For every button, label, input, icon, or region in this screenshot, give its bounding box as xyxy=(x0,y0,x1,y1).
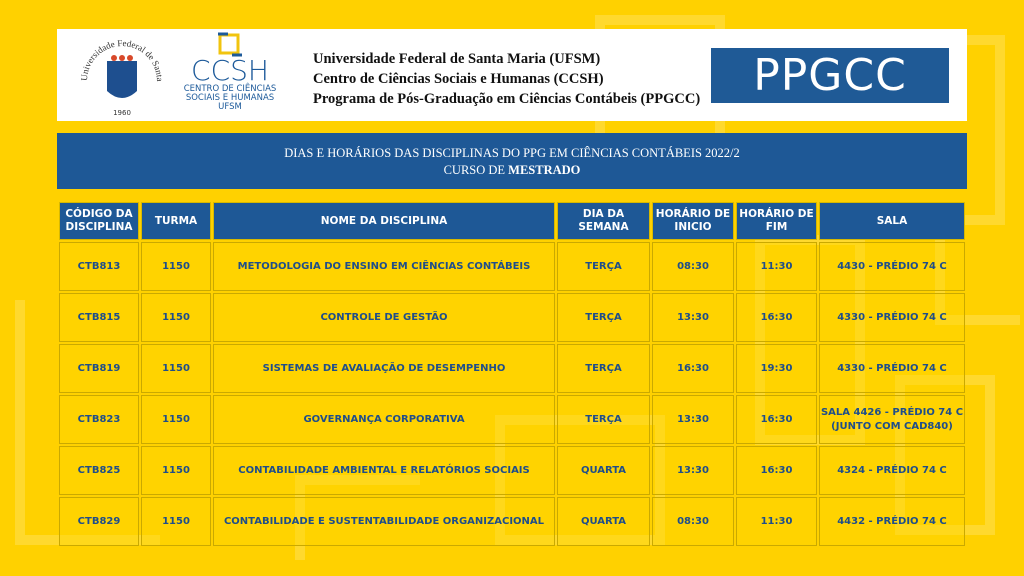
ccsh-subtitle: CENTRO DE CIÊNCIAS xyxy=(183,84,277,94)
cell-start-time: 08:30 xyxy=(652,242,734,291)
cell-course-name: CONTABILIDADE E SUSTENTABILIDADE ORGANIZ… xyxy=(213,497,555,546)
header-course-name: NOME DA DISCIPLINA xyxy=(213,202,555,240)
cell-class: 1150 xyxy=(141,395,211,444)
cell-end-time: 16:30 xyxy=(736,395,817,444)
cell-course-code: CTB815 xyxy=(59,293,139,342)
cell-course-name: SISTEMAS DE AVALIAÇÃO DE DESEMPENHO xyxy=(213,344,555,393)
header-weekday: DIA DA SEMANA xyxy=(557,202,650,240)
cell-room: SALA 4426 - PRÉDIO 74 C (JUNTO COM CAD84… xyxy=(819,395,965,444)
program-name: Programa de Pós-Graduação em Ciências Co… xyxy=(313,91,701,107)
table-header-row: CÓDIGO DA DISCIPLINA TURMA NOME DA DISCIPL… xyxy=(59,202,965,240)
cell-end-time: 16:30 xyxy=(736,293,817,342)
cell-class: 1150 xyxy=(141,446,211,495)
cell-course-name: GOVERNANÇA CORPORATIVA xyxy=(213,395,555,444)
svg-text:1960: 1960 xyxy=(113,109,131,117)
cell-course-name: METODOLOGIA DO ENSINO EM CIÊNCIAS CONTÁB… xyxy=(213,242,555,291)
center-name: Centro de Ciências Sociais e Humanas (CC… xyxy=(313,71,604,87)
cell-end-time: 11:30 xyxy=(736,497,817,546)
cell-end-time: 16:30 xyxy=(736,446,817,495)
header-logos: Universidade Federal de Santa Maria 1960… xyxy=(57,29,967,121)
ufsm-seal-logo: Universidade Federal de Santa Maria 1960 xyxy=(77,31,165,117)
cell-course-code: CTB819 xyxy=(59,344,139,393)
header-start-time: HORÁRIO DE INICIO xyxy=(652,202,734,240)
cell-class: 1150 xyxy=(141,497,211,546)
ccsh-logo: CCSH CENTRO DE CIÊNCIAS SOCIAIS E HUMANA… xyxy=(175,31,285,119)
cell-course-code: CTB825 xyxy=(59,446,139,495)
cell-room: 4330 - PRÉDIO 74 C xyxy=(819,293,965,342)
cell-end-time: 19:30 xyxy=(736,344,817,393)
page-title: DIAS E HORÁRIOS DAS DISCIPLINAS DO PPG E… xyxy=(284,146,740,160)
header-room: SALA xyxy=(819,202,965,240)
table-row: CTB825 1150 CONTABILIDADE AMBIENTAL E RELA… xyxy=(59,446,965,495)
table-row: CTB819 1150 SISTEMAS DE AVALIAÇÃO DE DESEM… xyxy=(59,344,965,393)
cell-course-code: CTB829 xyxy=(59,497,139,546)
schedule-table: CÓDIGO DA DISCIPLINA TURMA NOME DA DISCIPL… xyxy=(57,200,967,548)
subtitle-prefix: CURSO DE xyxy=(443,163,509,177)
cell-weekday: TERÇA xyxy=(557,344,650,393)
table-row: CTB815 1150 CONTROLE DE GESTÃO TERÇA 13:30 16… xyxy=(59,293,965,342)
cell-start-time: 08:30 xyxy=(652,497,734,546)
institution-lines: Universidade Federal de Santa Maria (UFS… xyxy=(313,49,700,109)
cell-start-time: 16:30 xyxy=(652,344,734,393)
cell-end-time: 11:30 xyxy=(736,242,817,291)
title-banner: DIAS E HORÁRIOS DAS DISCIPLINAS DO PPG E… xyxy=(57,133,967,189)
cell-class: 1150 xyxy=(141,344,211,393)
cell-weekday: QUARTA xyxy=(557,446,650,495)
cell-weekday: TERÇA xyxy=(557,395,650,444)
header-class: TURMA xyxy=(141,202,211,240)
table-row: CTB823 1150 GOVERNANÇA CORPORATIVA TERÇA 13:… xyxy=(59,395,965,444)
cell-course-code: CTB813 xyxy=(59,242,139,291)
table-row: CTB813 1150 METODOLOGIA DO ENSINO EM CIÊNC… xyxy=(59,242,965,291)
ppgcc-logo: PPGCC xyxy=(711,48,949,103)
cell-class: 1150 xyxy=(141,293,211,342)
cell-course-name: CONTROLE DE GESTÃO xyxy=(213,293,555,342)
subtitle-course: MESTRADO xyxy=(508,163,581,177)
cell-course-name: CONTABILIDADE AMBIENTAL E RELATÓRIOS SOC… xyxy=(213,446,555,495)
cell-weekday: QUARTA xyxy=(557,497,650,546)
table-row: CTB829 1150 CONTABILIDADE E SUSTENTABILIDA… xyxy=(59,497,965,546)
university-name: Universidade Federal de Santa Maria (UFS… xyxy=(313,51,601,67)
cell-weekday: TERÇA xyxy=(557,242,650,291)
cell-room: 4324 - PRÉDIO 74 C xyxy=(819,446,965,495)
header-course-code: CÓDIGO DA DISCIPLINA xyxy=(59,202,139,240)
cell-start-time: 13:30 xyxy=(652,395,734,444)
cell-room: 4432 - PRÉDIO 74 C xyxy=(819,497,965,546)
cell-course-code: CTB823 xyxy=(59,395,139,444)
cell-room: 4430 - PRÉDIO 74 C xyxy=(819,242,965,291)
ccsh-subtitle: UFSM xyxy=(218,102,242,112)
cell-room: 4330 - PRÉDIO 74 C xyxy=(819,344,965,393)
ccsh-emblem-icon xyxy=(218,32,242,57)
cell-weekday: TERÇA xyxy=(557,293,650,342)
ccsh-subtitle: SOCIAIS E HUMANAS xyxy=(185,93,275,103)
cell-start-time: 13:30 xyxy=(652,446,734,495)
cell-start-time: 13:30 xyxy=(652,293,734,342)
header-end-time: HORÁRIO DE FIM xyxy=(736,202,817,240)
cell-class: 1150 xyxy=(141,242,211,291)
page-subtitle: CURSO DE MESTRADO xyxy=(57,162,967,179)
ccsh-logo-text: CCSH xyxy=(191,54,269,87)
